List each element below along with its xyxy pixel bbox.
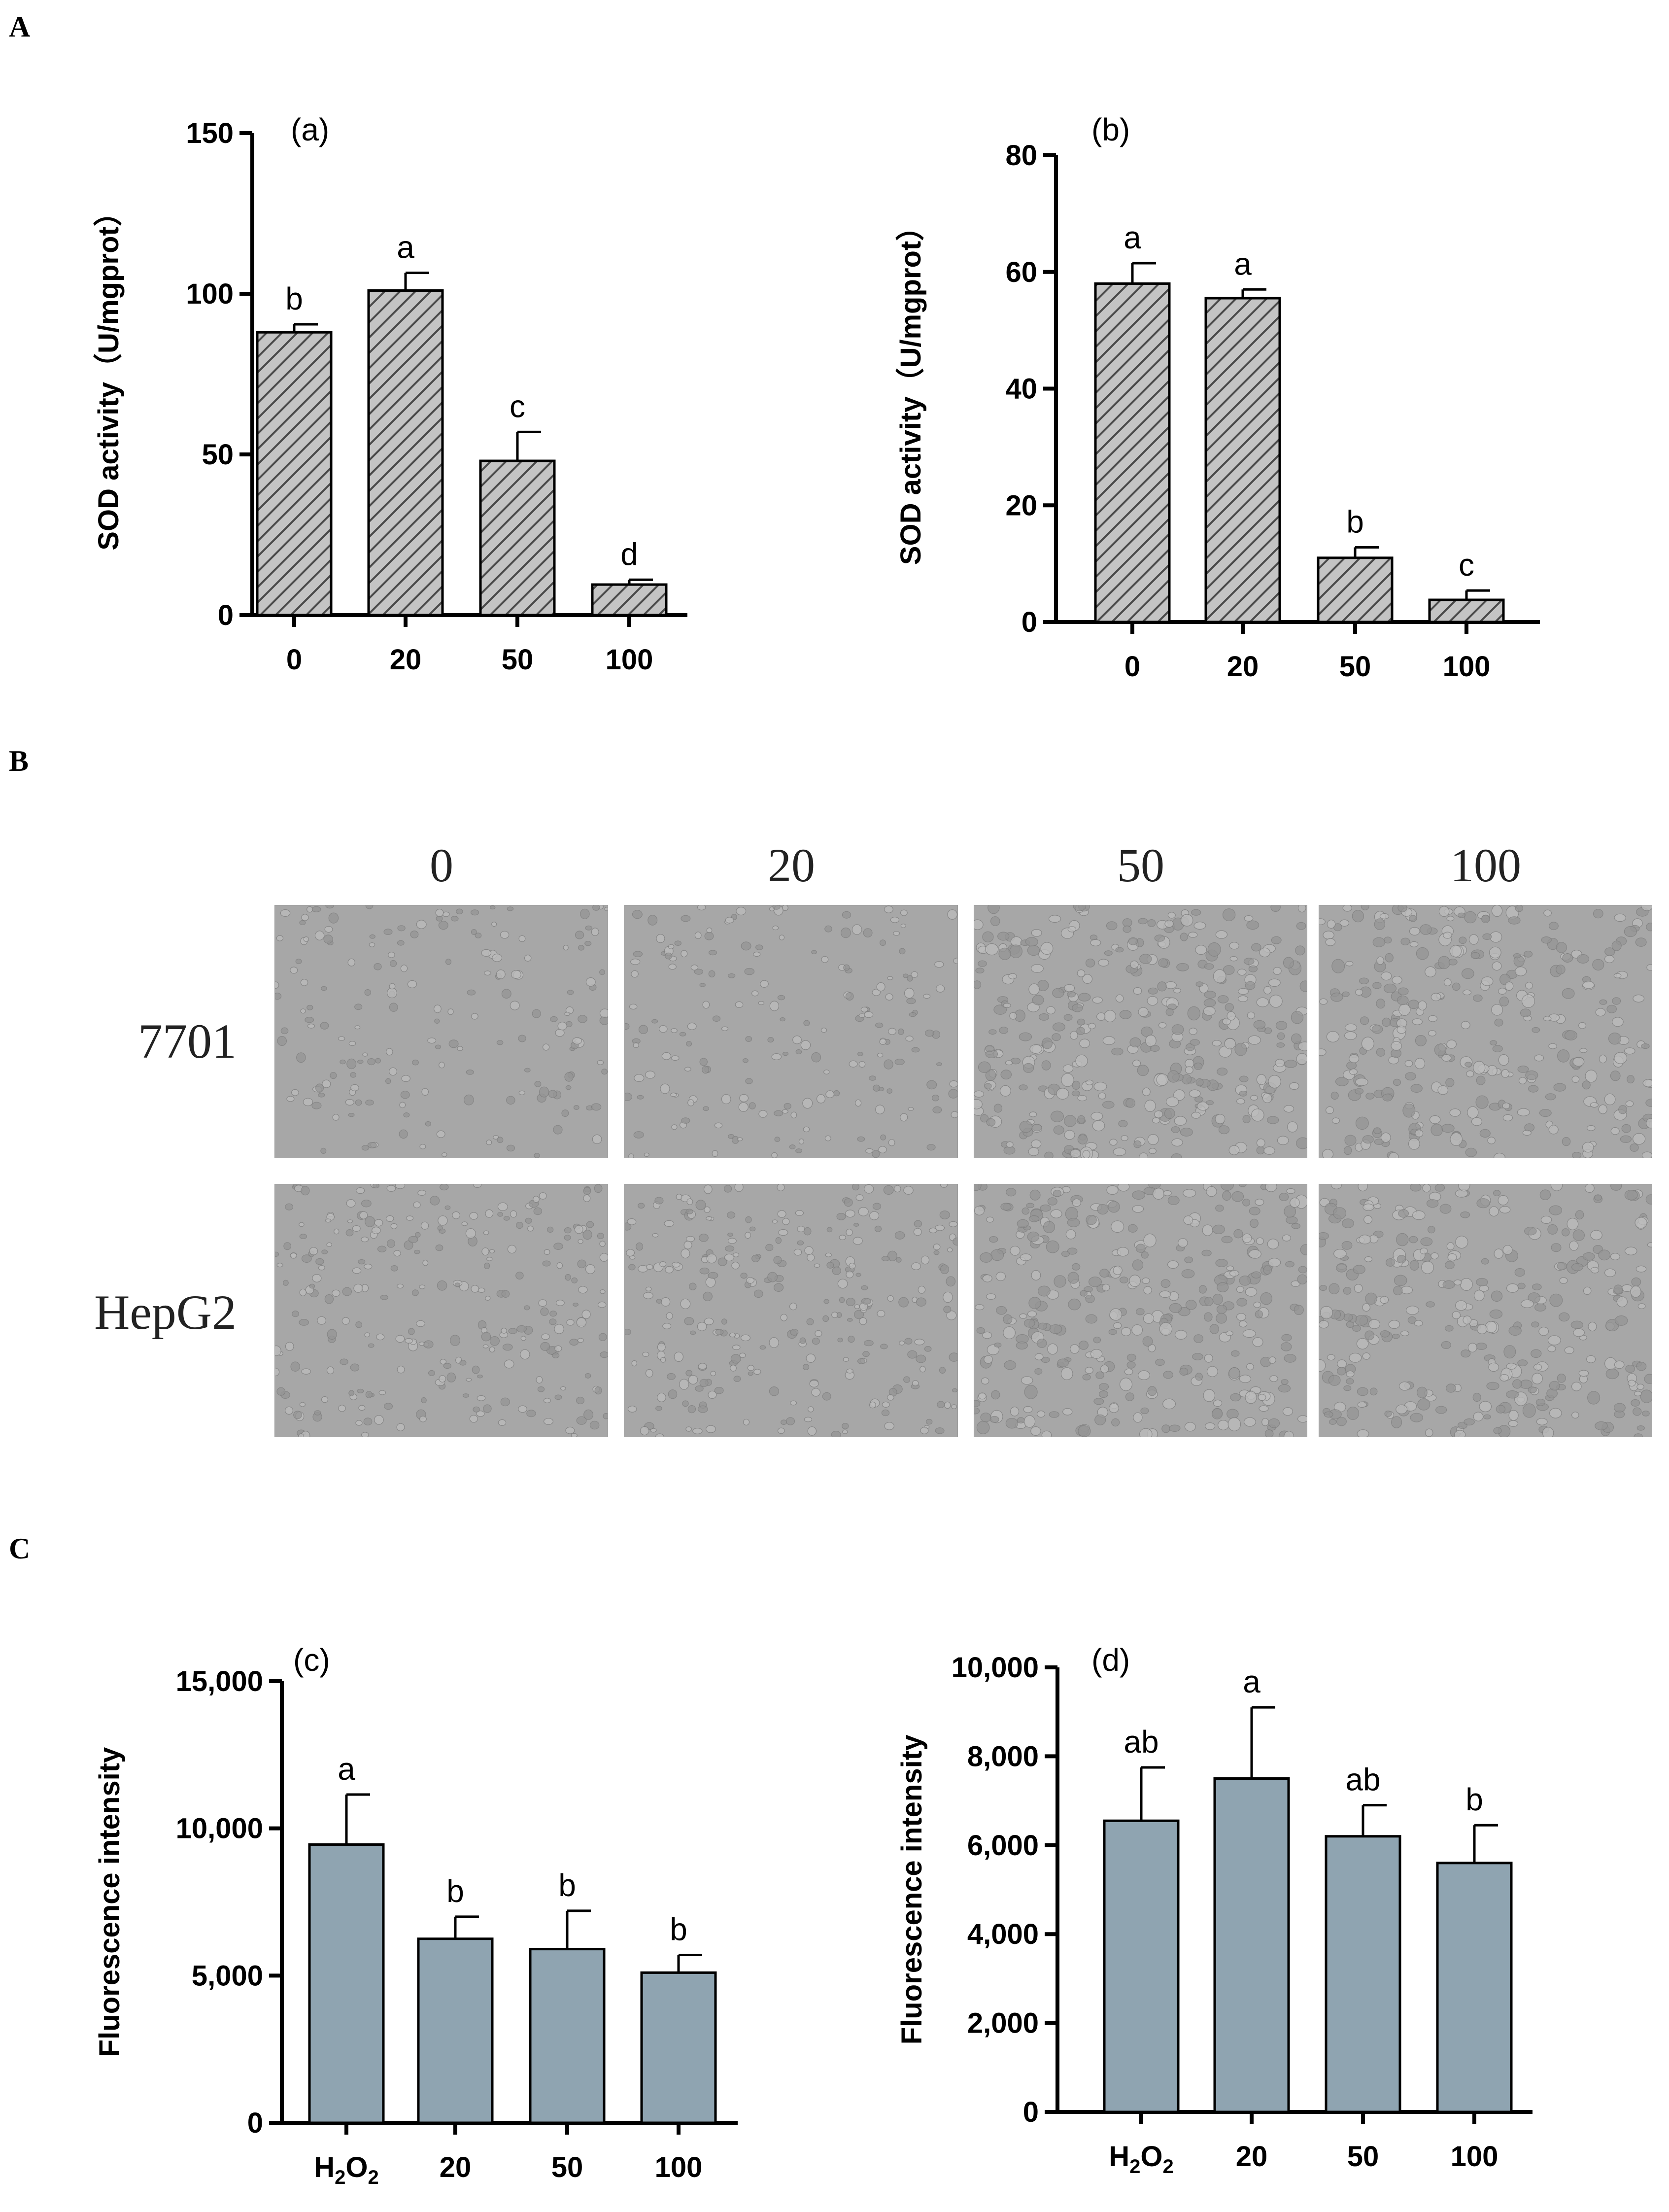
y-tick-label: 8,000 xyxy=(967,1740,1039,1772)
x-tick-label: 20 xyxy=(390,644,422,676)
micro-col-label-100: 100 xyxy=(1450,839,1521,892)
significance-letter: a xyxy=(1124,220,1141,255)
micro-col-label-50: 50 xyxy=(1117,839,1164,892)
panel-letter-c: C xyxy=(9,1532,31,1565)
bar-0 xyxy=(1094,282,1171,623)
bar-20 xyxy=(367,289,444,617)
bar-H2O2 xyxy=(308,1843,385,2124)
significance-letter: c xyxy=(510,388,525,424)
y-axis-label: SOD activity（U/mgprot） xyxy=(895,212,927,565)
x-tick-label: 0 xyxy=(1124,651,1140,683)
y-tick-label: 10,000 xyxy=(952,1652,1039,1684)
bar-20 xyxy=(1204,297,1281,623)
x-tick-label: 100 xyxy=(606,644,653,676)
y-tick-label: 40 xyxy=(1005,373,1037,405)
y-tick-label: 150 xyxy=(186,117,234,149)
x-tick-label: H2O2 xyxy=(1109,2141,1174,2177)
significance-letter: ab xyxy=(1124,1724,1158,1760)
y-axis-label: Fluorescence intensity xyxy=(94,1747,126,2057)
x-tick-label: 100 xyxy=(655,2151,703,2183)
significance-letter: d xyxy=(620,536,638,572)
significance-letter: b xyxy=(446,1873,464,1909)
x-tick-label: 20 xyxy=(1227,651,1259,683)
y-tick-label: 0 xyxy=(1023,2096,1039,2128)
significance-letter: c xyxy=(1459,547,1474,583)
x-tick-label: 50 xyxy=(551,2151,583,2183)
panel-letter-a: A xyxy=(9,10,31,43)
chart-c: 0 5,000 10,000 15,000 Fluorescence intensity… xyxy=(94,1642,738,2188)
significance-letter: b xyxy=(558,1867,576,1903)
micrograph-7701-0 xyxy=(274,905,608,1158)
micrograph-7701-100 xyxy=(1319,905,1652,1158)
panel-letter-b: B xyxy=(9,745,29,777)
significance-letter: a xyxy=(1243,1664,1260,1699)
x-tick-label: 50 xyxy=(1347,2141,1379,2173)
x-tick-label: H2O2 xyxy=(314,2151,379,2188)
x-tick-label: 20 xyxy=(1236,2141,1268,2173)
micrograph-7701-50 xyxy=(974,905,1307,1158)
bar-50 xyxy=(1325,1835,1401,2113)
y-axis-label: Fluorescence intensity xyxy=(896,1735,928,2045)
micro-row-label-hepg2: HepG2 xyxy=(94,1285,237,1340)
significance-letter: b xyxy=(670,1912,687,1947)
micrograph-HepG2-100 xyxy=(1319,1184,1652,1437)
chart-title: (b) xyxy=(1091,112,1130,147)
bar-50 xyxy=(529,1948,606,2124)
significance-letter: b xyxy=(285,281,303,316)
bar-20 xyxy=(417,1937,494,2124)
y-tick-label: 100 xyxy=(186,278,234,310)
micrograph-HepG2-50 xyxy=(974,1184,1307,1437)
chart-a: 0 50 100 150 SOD activity（U/mgprot） (a) b 0 a 20 c… xyxy=(93,112,687,676)
y-tick-label: 5,000 xyxy=(192,1960,263,1992)
bar-H2O2 xyxy=(1103,1819,1180,2113)
x-tick-label: 20 xyxy=(440,2151,472,2183)
bar-100 xyxy=(1436,1862,1513,2113)
chart-title: (c) xyxy=(293,1642,330,1678)
chart-title: (a) xyxy=(291,112,329,147)
bar-100 xyxy=(640,1971,717,2124)
chart-title: (d) xyxy=(1091,1642,1130,1678)
y-tick-label: 4,000 xyxy=(967,1918,1039,1950)
y-tick-label: 50 xyxy=(202,439,234,471)
x-tick-label: 100 xyxy=(1451,2141,1499,2173)
y-tick-label: 15,000 xyxy=(176,1665,263,1697)
y-tick-label: 2,000 xyxy=(967,2007,1039,2039)
y-tick-label: 0 xyxy=(218,599,234,631)
micro-row-label-7701: 7701 xyxy=(138,1014,237,1069)
significance-letter: b xyxy=(1465,1782,1483,1817)
x-tick-label: 50 xyxy=(502,644,534,676)
micrograph-HepG2-20 xyxy=(624,1184,958,1437)
y-tick-label: 60 xyxy=(1005,256,1037,288)
y-tick-label: 20 xyxy=(1005,489,1037,521)
y-tick-label: 6,000 xyxy=(967,1830,1039,1862)
chart-b: 0 20 40 60 80 SOD activity（U/mgprot） (b) a 0 a 20 b… xyxy=(895,112,1540,683)
bar-100 xyxy=(591,583,668,617)
bar-100 xyxy=(1428,598,1505,623)
chart-d: 0 2,000 4,000 6,000 8,000 10,000 Fluorescence … xyxy=(896,1642,1533,2177)
micro-col-label-0: 0 xyxy=(430,839,453,892)
bar-50 xyxy=(479,459,556,617)
significance-letter: a xyxy=(338,1751,355,1787)
significance-letter: a xyxy=(1234,246,1252,281)
y-tick-label: 0 xyxy=(1022,606,1037,638)
micro-col-label-20: 20 xyxy=(768,839,815,892)
bar-0 xyxy=(256,331,333,617)
significance-letter: a xyxy=(397,230,414,265)
x-tick-label: 0 xyxy=(286,644,302,676)
x-tick-label: 50 xyxy=(1339,651,1371,683)
bar-50 xyxy=(1317,556,1394,623)
significance-letter: b xyxy=(1346,504,1364,539)
y-tick-label: 80 xyxy=(1005,139,1037,172)
significance-letter: ab xyxy=(1345,1762,1380,1797)
x-tick-label: 100 xyxy=(1443,651,1491,683)
y-axis-label: SOD activity（U/mgprot） xyxy=(93,198,125,550)
y-tick-label: 10,000 xyxy=(176,1813,263,1845)
micrograph-7701-20 xyxy=(624,905,958,1158)
micrograph-HepG2-0 xyxy=(274,1184,608,1437)
bar-20 xyxy=(1213,1777,1290,2113)
y-tick-label: 0 xyxy=(247,2107,263,2139)
